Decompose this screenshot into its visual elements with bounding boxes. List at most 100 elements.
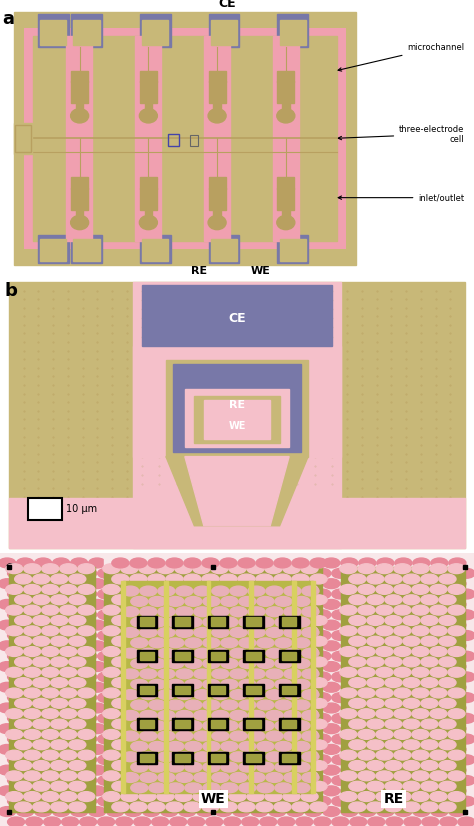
Circle shape bbox=[247, 585, 264, 594]
Circle shape bbox=[51, 719, 68, 729]
Circle shape bbox=[368, 734, 385, 744]
Circle shape bbox=[131, 762, 148, 772]
Circle shape bbox=[278, 568, 295, 578]
Circle shape bbox=[176, 710, 193, 720]
Circle shape bbox=[296, 693, 313, 703]
Circle shape bbox=[287, 724, 304, 733]
Circle shape bbox=[179, 724, 196, 733]
Circle shape bbox=[422, 568, 439, 578]
Circle shape bbox=[439, 719, 456, 729]
Circle shape bbox=[350, 755, 367, 765]
Circle shape bbox=[179, 641, 196, 651]
Circle shape bbox=[175, 626, 192, 636]
Circle shape bbox=[296, 568, 313, 578]
Circle shape bbox=[278, 776, 295, 786]
Circle shape bbox=[206, 651, 223, 661]
Circle shape bbox=[239, 617, 256, 627]
Circle shape bbox=[247, 647, 264, 657]
Circle shape bbox=[170, 714, 187, 724]
Circle shape bbox=[394, 750, 411, 760]
Circle shape bbox=[107, 765, 124, 775]
Circle shape bbox=[98, 796, 115, 806]
Circle shape bbox=[265, 626, 282, 636]
Circle shape bbox=[125, 807, 142, 816]
Circle shape bbox=[358, 709, 375, 719]
Circle shape bbox=[0, 662, 16, 672]
Circle shape bbox=[323, 682, 340, 692]
Circle shape bbox=[248, 710, 265, 720]
Circle shape bbox=[349, 574, 366, 584]
Circle shape bbox=[349, 615, 366, 625]
Circle shape bbox=[202, 761, 219, 771]
Circle shape bbox=[158, 586, 175, 596]
Circle shape bbox=[134, 589, 151, 599]
Circle shape bbox=[62, 776, 79, 786]
Text: 10 μm: 10 μm bbox=[66, 504, 98, 514]
Circle shape bbox=[211, 791, 228, 801]
Circle shape bbox=[403, 595, 420, 605]
Bar bbox=[166, 359, 308, 457]
Circle shape bbox=[140, 628, 157, 638]
Circle shape bbox=[377, 786, 394, 795]
Circle shape bbox=[287, 641, 304, 651]
Circle shape bbox=[284, 648, 301, 658]
Bar bbox=[273, 36, 299, 241]
Circle shape bbox=[140, 669, 157, 679]
Circle shape bbox=[8, 610, 25, 620]
Circle shape bbox=[166, 636, 183, 646]
Circle shape bbox=[358, 729, 375, 739]
Circle shape bbox=[51, 699, 68, 708]
Circle shape bbox=[80, 672, 97, 681]
Circle shape bbox=[248, 752, 265, 762]
Circle shape bbox=[283, 709, 300, 719]
Circle shape bbox=[130, 802, 147, 812]
Circle shape bbox=[26, 630, 43, 640]
Circle shape bbox=[302, 607, 319, 617]
Circle shape bbox=[377, 724, 394, 733]
Circle shape bbox=[166, 677, 183, 687]
Circle shape bbox=[203, 617, 220, 627]
Circle shape bbox=[394, 585, 411, 594]
Circle shape bbox=[157, 750, 174, 760]
Circle shape bbox=[211, 564, 228, 573]
Circle shape bbox=[458, 734, 474, 744]
Bar bbox=[140, 14, 171, 47]
Circle shape bbox=[358, 605, 375, 615]
Circle shape bbox=[233, 579, 250, 589]
Circle shape bbox=[42, 750, 59, 760]
Circle shape bbox=[71, 724, 88, 733]
Circle shape bbox=[449, 682, 466, 692]
Circle shape bbox=[166, 574, 183, 584]
Circle shape bbox=[448, 667, 465, 677]
Circle shape bbox=[349, 781, 366, 791]
Circle shape bbox=[157, 647, 174, 657]
Circle shape bbox=[0, 600, 16, 610]
Circle shape bbox=[439, 802, 456, 812]
Circle shape bbox=[24, 647, 41, 657]
Circle shape bbox=[260, 630, 277, 640]
Circle shape bbox=[212, 607, 229, 617]
Circle shape bbox=[292, 719, 309, 729]
Circle shape bbox=[220, 781, 237, 791]
Circle shape bbox=[6, 750, 23, 760]
Circle shape bbox=[203, 742, 220, 752]
Circle shape bbox=[230, 710, 247, 720]
Circle shape bbox=[449, 807, 466, 816]
Circle shape bbox=[112, 802, 129, 812]
Circle shape bbox=[152, 734, 169, 744]
Circle shape bbox=[301, 647, 318, 657]
Circle shape bbox=[421, 636, 438, 646]
Circle shape bbox=[69, 677, 86, 687]
Circle shape bbox=[265, 750, 282, 760]
Circle shape bbox=[78, 688, 95, 698]
Circle shape bbox=[33, 677, 50, 687]
Circle shape bbox=[242, 776, 259, 786]
Circle shape bbox=[134, 817, 151, 826]
Circle shape bbox=[310, 677, 327, 687]
Circle shape bbox=[413, 620, 430, 630]
Circle shape bbox=[239, 679, 256, 689]
Circle shape bbox=[202, 558, 219, 567]
Circle shape bbox=[80, 589, 97, 599]
Circle shape bbox=[175, 564, 192, 573]
Circle shape bbox=[62, 568, 79, 578]
